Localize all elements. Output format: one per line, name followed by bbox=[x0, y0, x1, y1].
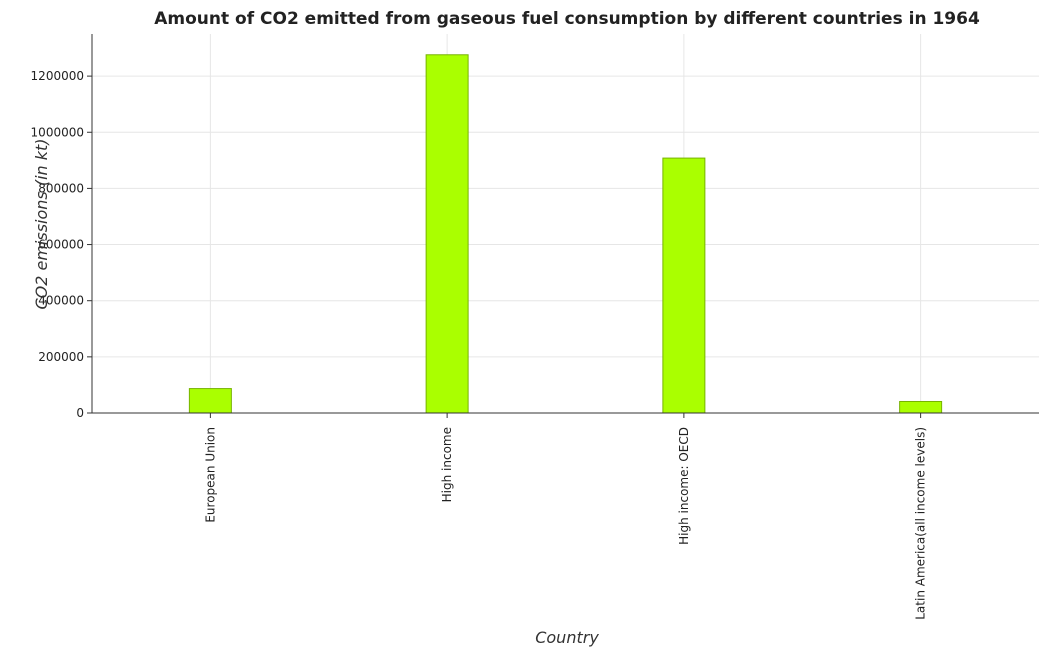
x-tick-label: European Union bbox=[203, 427, 217, 523]
bar bbox=[426, 55, 468, 413]
grid-lines bbox=[92, 34, 1039, 413]
y-tick-label: 0 bbox=[76, 406, 84, 420]
y-axis-label: CO2 emissions (in kt) bbox=[32, 138, 51, 309]
bar bbox=[900, 401, 942, 413]
y-tick-label: 200000 bbox=[38, 350, 84, 364]
x-axis-label: Country bbox=[535, 628, 599, 647]
bars bbox=[189, 55, 941, 413]
axes bbox=[87, 34, 1039, 418]
x-tick-label: Latin America(all income levels) bbox=[914, 427, 928, 620]
chart-title: Amount of CO2 emitted from gaseous fuel … bbox=[154, 9, 980, 29]
x-tick-label: High income: OECD bbox=[677, 427, 691, 545]
y-tick-label: 1200000 bbox=[31, 69, 84, 83]
y-tick-label: 1000000 bbox=[31, 125, 84, 139]
x-tick-labels: European Union High income High income: OE… bbox=[203, 427, 927, 620]
bar bbox=[663, 158, 705, 413]
bar bbox=[189, 389, 231, 413]
x-tick-label: High income bbox=[440, 427, 454, 502]
